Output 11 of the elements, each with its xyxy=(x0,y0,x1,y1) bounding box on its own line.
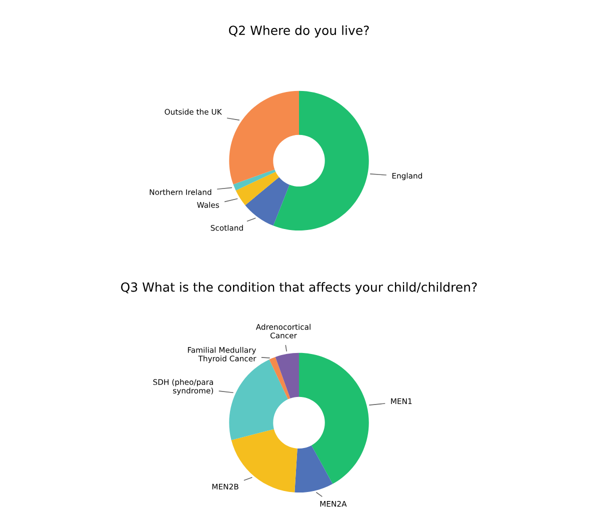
donut-slice xyxy=(233,169,276,190)
donut-slice xyxy=(299,352,369,484)
donut-slice xyxy=(269,356,290,400)
donut-slice xyxy=(273,90,369,231)
donut-slice xyxy=(294,445,333,493)
chart-title: Q2 Where do you live? xyxy=(228,25,369,38)
donut-slice xyxy=(245,177,290,226)
donut-slice xyxy=(275,352,299,398)
donut-slice xyxy=(229,90,299,184)
donut-slice xyxy=(236,172,280,206)
chart-title: Q3 What is the condition that affects your child/children? xyxy=(121,282,477,294)
